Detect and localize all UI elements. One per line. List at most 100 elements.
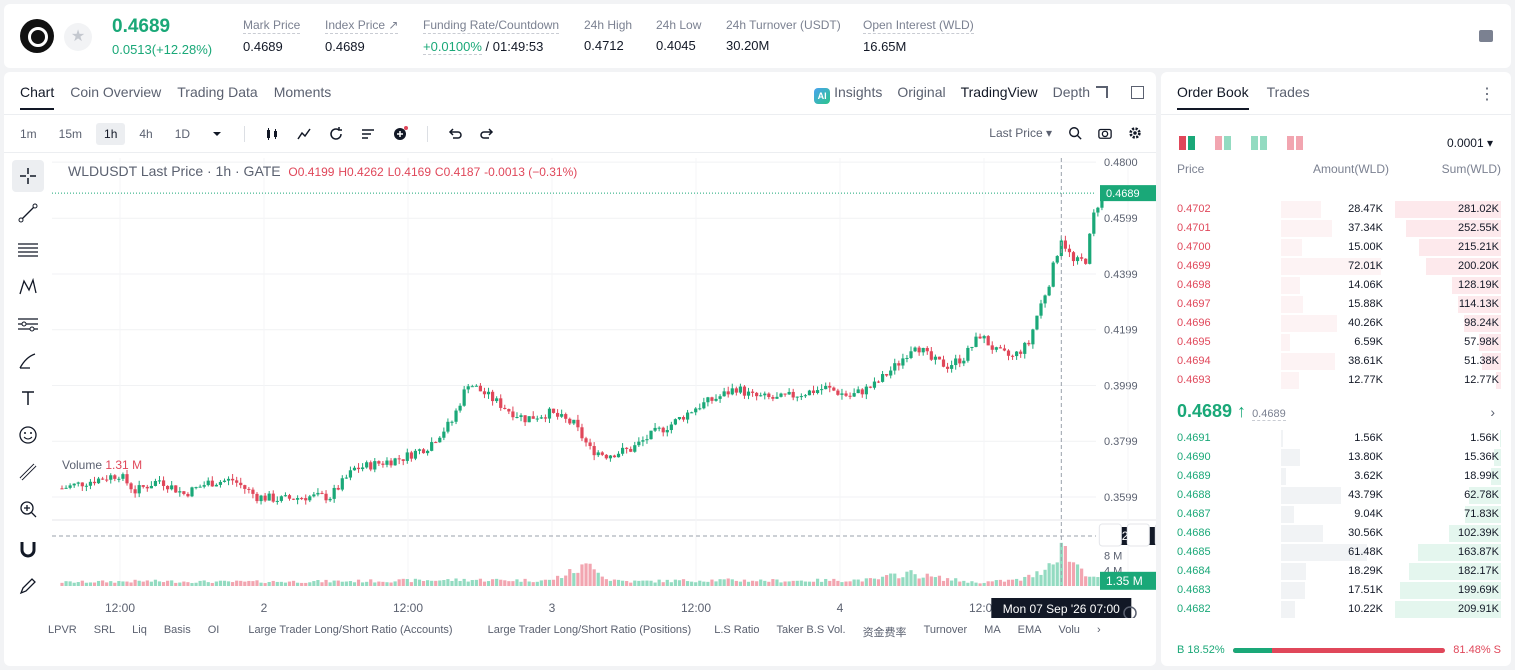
ask-row[interactable]: 0.4699 72.01K 200.20K [1161, 257, 1511, 276]
candlestick-chart[interactable]: 0.4800 0.4599 0.4399 0.4199 0.3999 0.3799 0.35… [52, 154, 1156, 618]
mid-price[interactable]: 0.4689 ↑ 0.4689 [1177, 401, 1286, 422]
refresh-icon[interactable] [328, 126, 344, 142]
favorite-star-icon[interactable]: ★ [64, 23, 92, 51]
bid-row[interactable]: 0.4682 10.22K 209.91K [1161, 600, 1511, 619]
indicator-liq[interactable]: Liq [132, 624, 147, 636]
volume-bar [633, 580, 637, 586]
interval-15m[interactable]: 15m [58, 127, 83, 141]
more-icon[interactable]: ⋮ [1479, 86, 1495, 103]
ask-row[interactable]: 0.4695 6.59K 57.98K [1161, 333, 1511, 352]
bid-row[interactable]: 0.4689 3.62K 18.99K [1161, 467, 1511, 486]
trendline-tool[interactable] [12, 197, 44, 229]
ask-row[interactable]: 0.4693 12.77K 12.77K [1161, 371, 1511, 390]
stat-label[interactable]: Funding Rate/Countdown [423, 18, 560, 34]
ask-row[interactable]: 0.4698 14.06K 128.19K [1161, 276, 1511, 295]
indicator-trader-accounts[interactable]: Large Trader Long/Short Ratio (Accounts) [248, 624, 453, 636]
indicator-ls-ratio[interactable]: L.S Ratio [714, 624, 760, 636]
indicator-ema[interactable]: EMA [1017, 624, 1042, 636]
text-tool[interactable] [12, 382, 44, 414]
bid-row[interactable]: 0.4691 1.56K 1.56K [1161, 429, 1511, 448]
tab-coin-overview[interactable]: Coin Overview [70, 84, 162, 100]
precision-select[interactable]: 0.0001 ▾ [1446, 136, 1493, 150]
indicator-turnover[interactable]: Turnover [923, 624, 968, 636]
indicators-icon[interactable] [296, 126, 312, 142]
ask-row[interactable]: 0.4697 15.88K 114.13K [1161, 295, 1511, 314]
ask-row[interactable]: 0.4696 40.26K 98.24K [1161, 314, 1511, 333]
tab-order-book[interactable]: Order Book [1177, 84, 1249, 110]
interval-1d[interactable]: 1D [174, 127, 191, 141]
chevron-right-icon[interactable]: › [1096, 624, 1101, 636]
ask-row[interactable]: 0.4701 37.34K 252.55K [1161, 219, 1511, 238]
add-indicator-icon[interactable] [392, 126, 409, 142]
emoji-tool[interactable] [12, 419, 44, 451]
both-sides-light-icon[interactable] [1215, 136, 1231, 150]
indicator-srl[interactable]: SRL [93, 624, 116, 636]
undo-icon[interactable] [447, 126, 463, 142]
indicator-taker-vol[interactable]: Taker B.S Vol. [776, 624, 846, 636]
crosshair-tool[interactable] [12, 160, 44, 192]
ask-row[interactable]: 0.4700 15.00K 215.21K [1161, 238, 1511, 257]
pen-tool[interactable] [12, 570, 44, 602]
brush-tool[interactable] [12, 345, 44, 377]
stat-label[interactable]: Open Interest (WLD) [863, 18, 974, 34]
tab-insights[interactable]: AI Insights [814, 84, 882, 104]
tab-trading-data[interactable]: Trading Data [177, 84, 258, 100]
indicator-lpvr[interactable]: LPVR [48, 624, 77, 636]
divider [244, 126, 246, 142]
tab-chart[interactable]: Chart [20, 84, 55, 110]
magnet-tool[interactable] [12, 533, 44, 565]
asks-only-icon[interactable] [1287, 136, 1303, 150]
indicator-basis[interactable]: Basis [163, 624, 191, 636]
bid-row[interactable]: 0.4688 43.79K 62.78K [1161, 486, 1511, 505]
indicator-funding[interactable]: 资金费率 [862, 627, 907, 639]
bid-row[interactable]: 0.4686 30.56K 102.39K [1161, 524, 1511, 543]
zoom-tool[interactable] [12, 493, 44, 525]
camera-icon[interactable] [1098, 126, 1112, 140]
price-type-select[interactable]: Last Price ▾ [989, 126, 1052, 140]
tab-tradingview[interactable]: TradingView [960, 84, 1038, 100]
bids-only-icon[interactable] [1251, 136, 1267, 150]
candle-body [657, 427, 661, 429]
volume-bar [462, 578, 466, 586]
indicator-trader-positions[interactable]: Large Trader Long/Short Ratio (Positions… [487, 624, 692, 636]
chevron-right-icon[interactable]: › [1490, 404, 1495, 420]
candle-body [186, 493, 190, 497]
fib-tool[interactable] [12, 234, 44, 266]
volume-bar [519, 581, 523, 586]
stat-label[interactable]: Mark Price [243, 18, 301, 34]
forecast-tool[interactable] [12, 308, 44, 340]
interval-4h[interactable]: 4h [139, 127, 153, 141]
chevron-down-icon[interactable] [209, 126, 225, 142]
candles-icon[interactable] [264, 126, 280, 142]
bid-row[interactable]: 0.4685 61.48K 163.87K [1161, 543, 1511, 562]
bid-row[interactable]: 0.4683 17.51K 199.69K [1161, 581, 1511, 600]
expand-icon[interactable] [1096, 86, 1108, 98]
pattern-tool[interactable] [12, 271, 44, 303]
bid-row[interactable]: 0.4687 9.04K 71.83K [1161, 505, 1511, 524]
ask-row[interactable]: 0.4702 28.47K 281.02K [1161, 200, 1511, 219]
row-sum: 18.99K [1464, 470, 1499, 482]
interval-1m[interactable]: 1m [20, 127, 37, 141]
bid-row[interactable]: 0.4684 18.29K 182.17K [1161, 562, 1511, 581]
redo-icon[interactable] [479, 126, 495, 142]
indicator-ma[interactable]: MA [984, 624, 1001, 636]
interval-1h[interactable]: 1h [96, 123, 126, 145]
volume-bar [1015, 578, 1019, 586]
measure-tool[interactable] [12, 456, 44, 488]
both-sides-icon[interactable] [1179, 136, 1195, 150]
book-icon[interactable] [1479, 30, 1493, 42]
tab-trades[interactable]: Trades [1266, 84, 1310, 100]
search-icon[interactable] [1068, 126, 1082, 140]
bid-row[interactable]: 0.4690 13.80K 15.36K [1161, 448, 1511, 467]
indicator-oi[interactable]: OI [207, 624, 220, 636]
indicator-volume[interactable]: Volu [1058, 624, 1080, 636]
tab-depth[interactable]: Depth [1052, 84, 1090, 100]
ask-row[interactable]: 0.4694 38.61K 51.38K [1161, 352, 1511, 371]
fullscreen-icon[interactable] [1131, 86, 1144, 99]
tab-moments[interactable]: Moments [273, 84, 332, 100]
stat-label[interactable]: Index Price ↗ [325, 18, 399, 34]
tab-original[interactable]: Original [897, 84, 946, 100]
templates-icon[interactable] [360, 126, 376, 142]
gear-icon[interactable] [1128, 126, 1142, 140]
mid-price-value: 0.4689 ↑ [1177, 401, 1247, 421]
